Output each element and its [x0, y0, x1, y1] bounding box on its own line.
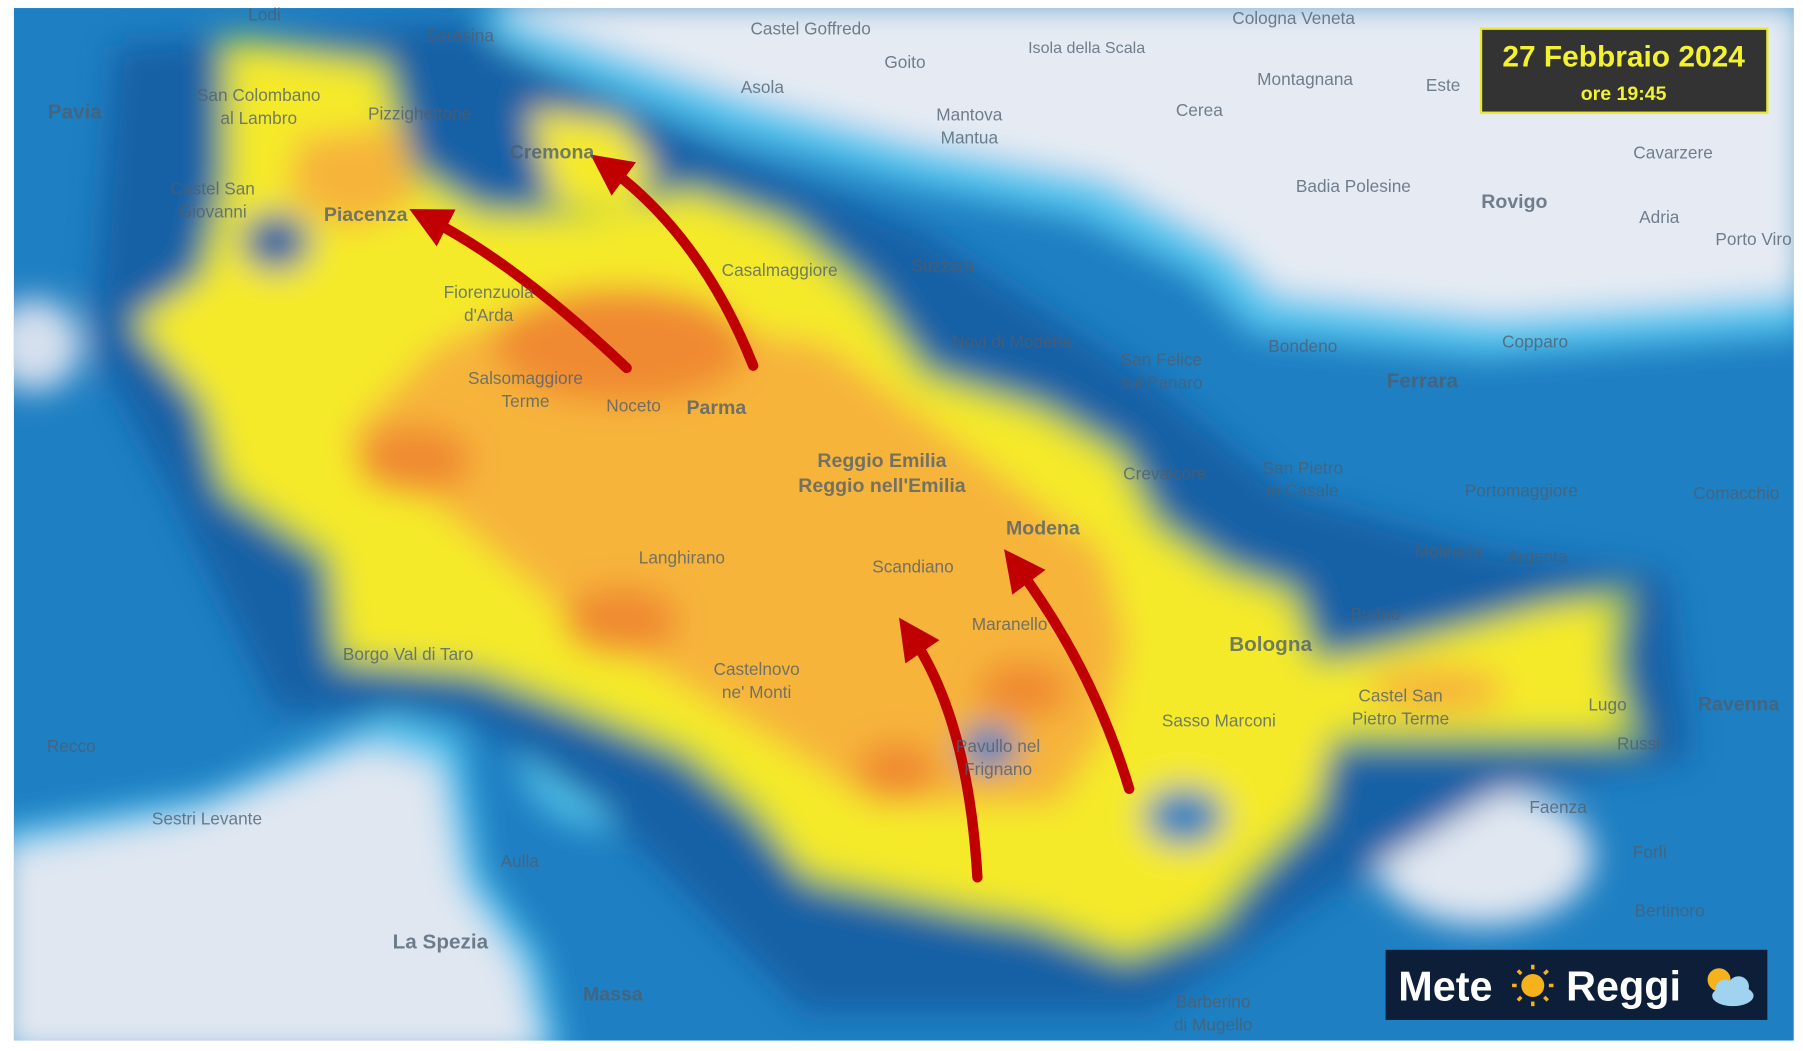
- logo: Mete Reggi: [1385, 949, 1768, 1020]
- place-label: sul Panaro: [1120, 373, 1202, 393]
- place-label: Noceto: [606, 396, 661, 416]
- place-label: Modena: [1006, 518, 1080, 540]
- place-label: Castel San: [171, 178, 255, 198]
- place-label: Novi di Modena: [952, 331, 1072, 351]
- place-label: Barberino: [1176, 991, 1251, 1011]
- place-label: Salsomaggiore: [468, 368, 583, 388]
- place-label: Rovigo: [1481, 191, 1547, 213]
- place-label: Cavarzere: [1633, 143, 1712, 163]
- place-label: Suzzara: [911, 255, 975, 275]
- place-label: Budrio: [1350, 604, 1400, 624]
- place-label: Frignano: [964, 759, 1032, 779]
- place-label: Sasso Marconi: [1162, 711, 1276, 731]
- place-label: Aulla: [501, 851, 540, 871]
- date-box: 27 Febbraio 2024 ore 19:45: [1479, 27, 1769, 114]
- place-label: Massa: [583, 983, 643, 1005]
- date: 27 Febbraio 2024: [1502, 41, 1745, 74]
- arrow: [1004, 549, 1135, 794]
- place-label: Terme: [502, 391, 550, 411]
- place-label: San Felice: [1121, 350, 1202, 370]
- place-label: Fiorenzuola: [444, 282, 534, 302]
- place-label: Bologna: [1229, 633, 1312, 656]
- place-label: Cremona: [510, 142, 595, 164]
- place-label: Pietro Terme: [1352, 708, 1449, 728]
- logo-text: Mete: [1398, 963, 1492, 1009]
- place-label: Porto Viro: [1715, 229, 1791, 249]
- place-label: Langhirano: [639, 547, 725, 567]
- place-label: al Lambro: [220, 108, 297, 128]
- place-label: Adria: [1639, 207, 1680, 227]
- place-label: Pavia: [48, 100, 103, 123]
- place-label: Ferrara: [1387, 370, 1459, 393]
- place-label: Faenza: [1529, 797, 1587, 817]
- place-label: Castel San: [1358, 685, 1442, 705]
- wind-arrows: [409, 154, 1135, 883]
- place-label: Ravenna: [1698, 694, 1780, 716]
- place-label: Goito: [884, 52, 925, 72]
- place-label: Recco: [47, 736, 96, 756]
- place-label: Soresina: [426, 25, 494, 45]
- place-label: Sestri Levante: [152, 808, 262, 828]
- place-label: Bertinoro: [1635, 900, 1705, 920]
- place-label: Scandiano: [872, 557, 953, 577]
- place-label: Mantova: [936, 105, 1003, 125]
- place-label: Mantua: [941, 128, 999, 148]
- time: ore 19:45: [1581, 83, 1667, 105]
- arrow: [409, 209, 632, 374]
- place-label: Lugo: [1588, 695, 1626, 715]
- place-label: La Spezia: [393, 931, 489, 954]
- place-label: Argenta: [1507, 546, 1568, 566]
- place-label: Comacchio: [1693, 483, 1779, 503]
- place-label: Maranello: [972, 614, 1048, 634]
- logo-text: Reggi: [1566, 963, 1681, 1009]
- place-label: Badia Polesine: [1296, 176, 1411, 196]
- place-label: Casalmaggiore: [722, 260, 838, 280]
- place-label: Russi: [1617, 734, 1660, 754]
- place-label: Crevalcore: [1123, 464, 1206, 484]
- place-label: Pizzighettone: [368, 104, 471, 124]
- place-label: Bondeno: [1268, 336, 1337, 356]
- place-label: Asola: [741, 77, 785, 97]
- place-label: Parma: [687, 397, 747, 419]
- place-label: Castelnovo: [713, 659, 799, 679]
- place-label: in Casale: [1267, 481, 1339, 501]
- place-label: Molinella: [1415, 542, 1483, 562]
- place-label: Copparo: [1502, 331, 1568, 351]
- cloud-icon: [1707, 968, 1754, 1007]
- arrow: [590, 154, 759, 371]
- place-label: Cologna Veneta: [1232, 8, 1355, 28]
- sun-icon: [1512, 964, 1554, 1007]
- place-label: Isola della Scala: [1028, 39, 1145, 57]
- place-label: San Colombano: [197, 85, 321, 105]
- place-label: Portomaggiore: [1465, 481, 1578, 501]
- place-label: Castel Goffredo: [750, 18, 870, 38]
- place-label: Forlì: [1633, 842, 1667, 862]
- arrow: [899, 617, 983, 883]
- place-label: San Pietro: [1263, 458, 1343, 478]
- place-label: di Mugello: [1174, 1014, 1253, 1034]
- logo-bg: [1385, 949, 1768, 1020]
- place-labels: Lodi Soresina Castel Goffredo Goito Isola de…: [47, 5, 1792, 1035]
- place-label: Este: [1426, 75, 1460, 95]
- place-label: Reggio Emilia: [817, 450, 946, 472]
- date-box-bg: [1479, 27, 1769, 114]
- place-label: Borgo Val di Taro: [343, 644, 474, 664]
- place-label: Pavullo nel: [956, 736, 1040, 756]
- place-label: Lodi: [248, 5, 281, 25]
- place-label: Montagnana: [1257, 69, 1353, 89]
- place-label: Piacenza: [324, 204, 408, 226]
- place-label: ne' Monti: [722, 682, 791, 702]
- place-label: Reggio nell'Emilia: [798, 475, 966, 497]
- place-label: d'Arda: [464, 305, 514, 325]
- place-label: Cerea: [1176, 100, 1223, 120]
- place-label: Giovanni: [179, 201, 247, 221]
